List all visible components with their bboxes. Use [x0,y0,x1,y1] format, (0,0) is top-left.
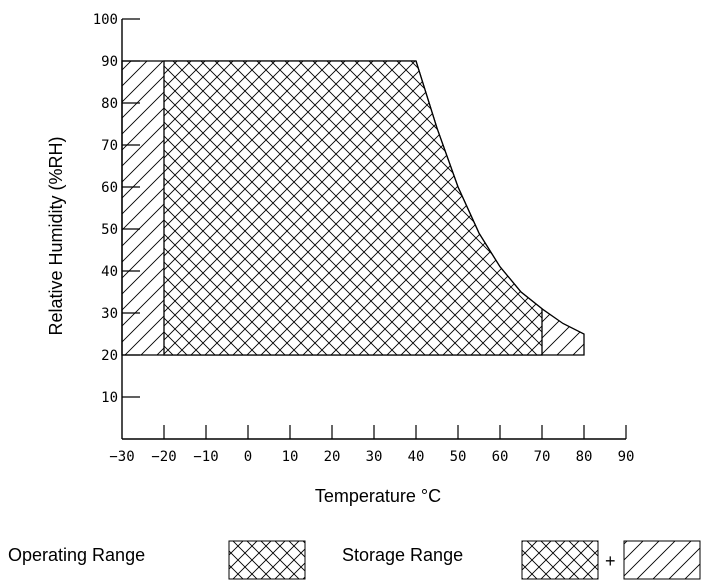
y-tick-label: 30 [101,306,118,322]
legend: Operating Range Storage Range + [8,540,701,580]
y-tick-label: 10 [101,390,118,406]
operating-range-region [164,61,542,355]
x-tick-label: 20 [324,449,341,465]
data-regions [121,60,585,356]
x-tick-label: −30 [109,449,134,465]
operating-range-outline [163,60,543,356]
y-tick-label: 60 [101,180,118,196]
legend-operating-label: Operating Range [8,545,145,565]
x-axis-title: Temperature °C [315,486,441,506]
y-axis-ticks: 10 20 30 40 50 60 70 80 90 100 [93,12,140,406]
y-tick-label: 20 [101,348,118,364]
y-tick-label: 80 [101,96,118,112]
x-tick-label: 80 [576,449,593,465]
y-tick-label: 90 [101,54,118,70]
y-axis-title: Relative Humidity (%RH) [46,136,66,335]
x-tick-label: 70 [534,449,551,465]
legend-storage-label: Storage Range [342,545,463,565]
x-tick-label: 40 [408,449,425,465]
legend-storage-diagonal-swatch [623,540,701,580]
x-tick-label: 60 [492,449,509,465]
y-tick-label: 70 [101,138,118,154]
x-tick-label: 90 [618,449,635,465]
x-axis-ticks: −30 −20 −10 0 10 20 30 40 50 60 70 80 90 [109,425,634,465]
x-tick-label: 10 [282,449,299,465]
x-tick-label: −10 [193,449,218,465]
legend-storage-crosshatch-swatch [521,540,599,580]
legend-operating-swatch [228,540,306,580]
y-tick-label: 50 [101,222,118,238]
legend-plus-sign: + [605,551,616,571]
x-tick-label: −20 [151,449,176,465]
x-tick-label: 50 [450,449,467,465]
x-tick-label: 0 [244,449,252,465]
y-tick-label: 40 [101,264,118,280]
y-tick-label: 100 [93,12,118,28]
x-tick-label: 30 [366,449,383,465]
